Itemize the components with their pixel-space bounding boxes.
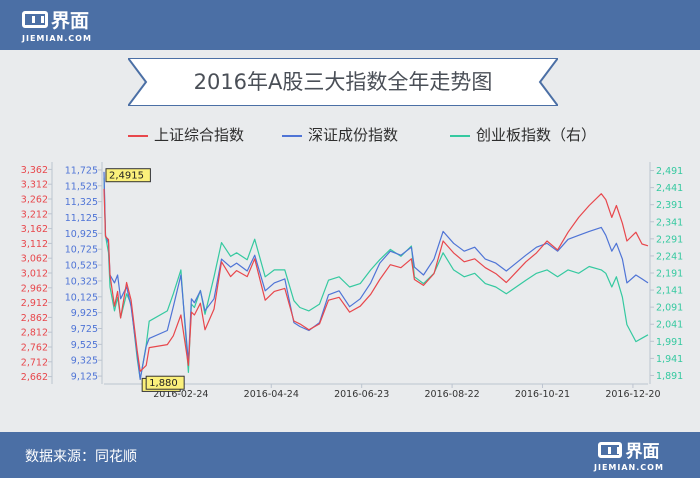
annotation-label: 2,4915: [109, 171, 144, 182]
y-tick-label-left2: 10,125: [65, 292, 98, 303]
y-tick-label-left1: 2,712: [21, 357, 48, 368]
y-tick-label-left1: 3,112: [21, 239, 48, 250]
y-tick-label-right: 2,041: [656, 320, 683, 331]
y-tick-label-left1: 2,912: [21, 298, 48, 309]
y-tick-label-left2: 9,325: [71, 356, 98, 367]
logo-name: 界面: [51, 10, 90, 32]
y-tick-label-left2: 10,525: [65, 261, 98, 272]
legend-item-shanghai: 上证综合指数: [128, 124, 244, 145]
y-tick-label-left1: 3,362: [21, 165, 48, 176]
ribbon-shape: [128, 58, 558, 106]
chart-legend: 上证综合指数 深证成份指数 创业板指数（右）: [128, 124, 618, 146]
y-tick-label-left1: 3,062: [21, 254, 48, 265]
logo-sub: JIEMIAN.COM: [22, 34, 92, 43]
y-tick-label-right: 2,241: [656, 251, 683, 262]
footer-bar: 数据来源：同花顺 界面 JIEMIAN.COM: [0, 432, 700, 478]
y-tick-label-left2: 10,725: [65, 245, 98, 256]
x-tick-label: 2016-08-22: [424, 389, 479, 400]
series-line-left1: [103, 188, 649, 372]
legend-swatch-green: [450, 134, 470, 137]
y-tick-label-right: 1,991: [656, 337, 683, 348]
footer-logo-sub: JIEMIAN.COM: [594, 463, 664, 472]
footer-logo-name: 界面: [625, 442, 660, 462]
legend-label-chinext: 创业板指数（右）: [476, 126, 597, 144]
legend-swatch-red: [128, 134, 148, 137]
y-tick-label-left1: 2,962: [21, 283, 48, 294]
y-tick-label-left2: 11,125: [65, 213, 98, 224]
y-tick-label-left2: 9,125: [71, 372, 98, 383]
y-tick-label-right: 2,291: [656, 234, 683, 245]
jiemian-logo-icon: [22, 11, 48, 28]
y-tick-label-left1: 2,762: [21, 343, 48, 354]
line-chart: 2,662 2,712 2,762 2,812 2,862 2,912 2,962 3,012…: [21, 162, 683, 400]
y-tick-label-left2: 9,925: [71, 308, 98, 319]
y-tick-label-right: 2,091: [656, 303, 683, 314]
jiemian-logo-icon: [598, 441, 623, 458]
y-tick-label-left1: 3,162: [21, 224, 48, 235]
x-tick-label: 2016-02-24: [153, 389, 208, 400]
y-tick-label-left2: 11,525: [65, 181, 98, 192]
legend-item-chinext: 创业板指数（右）: [450, 124, 596, 145]
y-tick-label-left1: 3,212: [21, 209, 48, 220]
legend-label-shenzhen: 深证成份指数: [308, 126, 399, 144]
jiemian-logo[interactable]: 界面 JIEMIAN.COM: [22, 6, 92, 43]
y-tick-label-left1: 2,812: [21, 328, 48, 339]
y-tick-label-right: 2,391: [656, 200, 683, 211]
y-tick-label-right: 2,491: [656, 166, 683, 177]
y-tick-label-right: 2,341: [656, 217, 683, 228]
y-tick-label-left2: 11,325: [65, 197, 98, 208]
legend-label-shanghai: 上证综合指数: [154, 126, 245, 144]
legend-swatch-blue: [282, 134, 302, 137]
x-tick-label: 2016-12-20: [605, 389, 660, 400]
title-banner: 2016年A股三大指数全年走势图: [128, 58, 558, 106]
y-tick-label-left1: 3,312: [21, 180, 48, 191]
y-tick-label-right: 1,941: [656, 354, 683, 365]
annotation-label: 1,880: [149, 378, 178, 389]
y-tick-label-right: 1,891: [656, 371, 683, 382]
y-tick-label-left2: 9,725: [71, 324, 98, 335]
footer-logo[interactable]: 界面 JIEMIAN.COM: [594, 437, 664, 472]
series-line-right: [103, 177, 649, 380]
x-tick-label: 2016-04-24: [244, 389, 299, 400]
y-tick-label-right: 2,441: [656, 183, 683, 194]
top-header-bar: 界面 JIEMIAN.COM: [0, 0, 700, 50]
y-tick-label-left1: 3,012: [21, 269, 48, 280]
y-tick-label-right: 2,141: [656, 286, 683, 297]
y-tick-label-left2: 11,725: [65, 165, 98, 176]
annotation-box: [145, 375, 185, 390]
y-tick-label-left2: 10,325: [65, 276, 98, 287]
chart-title: 2016年A股三大指数全年走势图: [193, 70, 493, 94]
annotation-box: [105, 168, 151, 183]
y-tick-label-right: 2,191: [656, 269, 683, 280]
y-tick-label-left1: 2,862: [21, 313, 48, 324]
y-tick-label-left2: 10,925: [65, 229, 98, 240]
data-source: 数据来源：同花顺: [25, 449, 137, 465]
y-tick-label-left2: 9,525: [71, 340, 98, 351]
x-tick-label: 2016-10-21: [515, 389, 570, 400]
legend-item-shenzhen: 深证成份指数: [282, 124, 398, 145]
x-tick-label: 2016-06-23: [334, 389, 389, 400]
y-tick-label-left1: 3,262: [21, 195, 48, 206]
series-line-left2: [103, 171, 649, 380]
y-tick-label-left1: 2,662: [21, 372, 48, 383]
